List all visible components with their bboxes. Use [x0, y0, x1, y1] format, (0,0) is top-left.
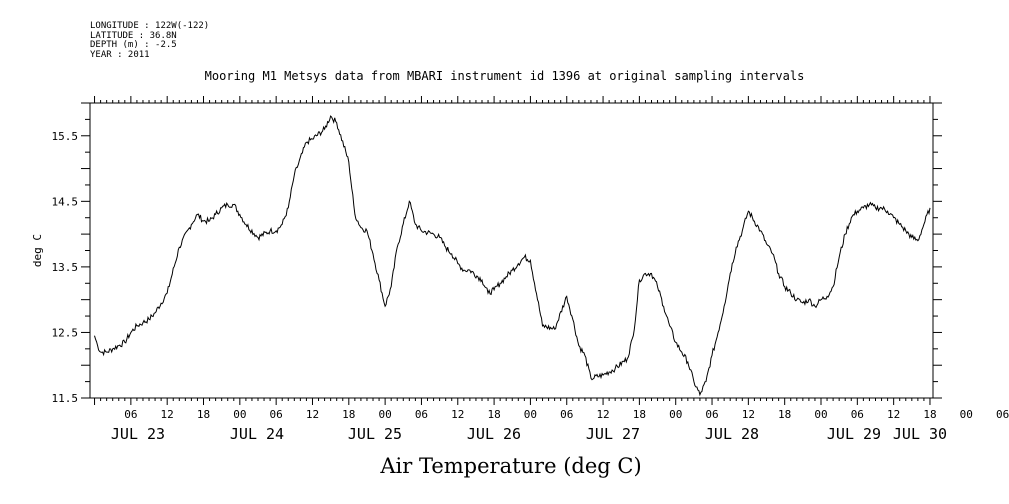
x-hour-label: 06	[270, 408, 283, 421]
x-hour-label: 00	[379, 408, 392, 421]
x-date-label: JUL 24	[230, 425, 284, 443]
depth-text: DEPTH (m) : -2.5	[90, 40, 177, 50]
x-hour-label: 18	[778, 408, 791, 421]
x-hour-label: 00	[669, 408, 682, 421]
x-axis-label: Air Temperature (deg C)	[380, 454, 642, 478]
x-date-label: JUL 29	[827, 425, 881, 443]
x-hour-label: 12	[887, 408, 900, 421]
x-hour-label: 12	[161, 408, 174, 421]
x-hour-label: 18	[342, 408, 355, 421]
x-hour-label: 12	[596, 408, 609, 421]
x-hour-label: 18	[923, 408, 936, 421]
x-hour-label: 06	[996, 408, 1009, 421]
x-hour-label: 18	[487, 408, 500, 421]
x-hour-label: 18	[633, 408, 646, 421]
x-hour-label: 12	[742, 408, 755, 421]
chart-title: Mooring M1 Metsys data from MBARI instru…	[204, 69, 805, 83]
x-hour-label: 00	[233, 408, 246, 421]
x-hour-label: 12	[451, 408, 464, 421]
y-tick-label: 12.5	[52, 326, 79, 339]
x-hour-label: 00	[960, 408, 973, 421]
x-hour-label: 18	[197, 408, 210, 421]
y-tick-label: 14.5	[52, 195, 79, 208]
y-axis-label: deg C	[31, 234, 44, 267]
series-line-air-temperature	[94, 115, 931, 397]
x-hour-label: 06	[851, 408, 864, 421]
y-tick-label: 13.5	[52, 261, 79, 274]
y-tick-label: 11.5	[52, 392, 79, 405]
x-hour-label: 06	[560, 408, 573, 421]
x-hour-label: 00	[814, 408, 827, 421]
year-text: YEAR : 2011	[90, 49, 150, 60]
x-date-label: JUL 30	[893, 425, 947, 443]
x-date-label: JUL 23	[111, 425, 165, 443]
x-hour-label: 06	[415, 408, 428, 421]
x-date-label: JUL 27	[586, 425, 640, 443]
plot-frame	[89, 102, 934, 399]
longitude-text: LONGITUDE : 122W(-122)	[90, 21, 210, 31]
y-tick-label: 15.5	[52, 130, 79, 143]
x-hour-label: 06	[705, 408, 718, 421]
x-hour-label: 06	[124, 408, 137, 421]
x-date-label: JUL 25	[348, 425, 402, 443]
latitude-text: LATITUDE : 36.8N	[90, 30, 177, 41]
x-hour-label: 12	[306, 408, 319, 421]
x-date-label: JUL 26	[467, 425, 521, 443]
x-date-label: JUL 28	[705, 425, 759, 443]
metadata-block: LONGITUDE : 122W(-122) LATITUDE : 36.8N …	[90, 21, 210, 60]
x-hour-label: 00	[524, 408, 537, 421]
